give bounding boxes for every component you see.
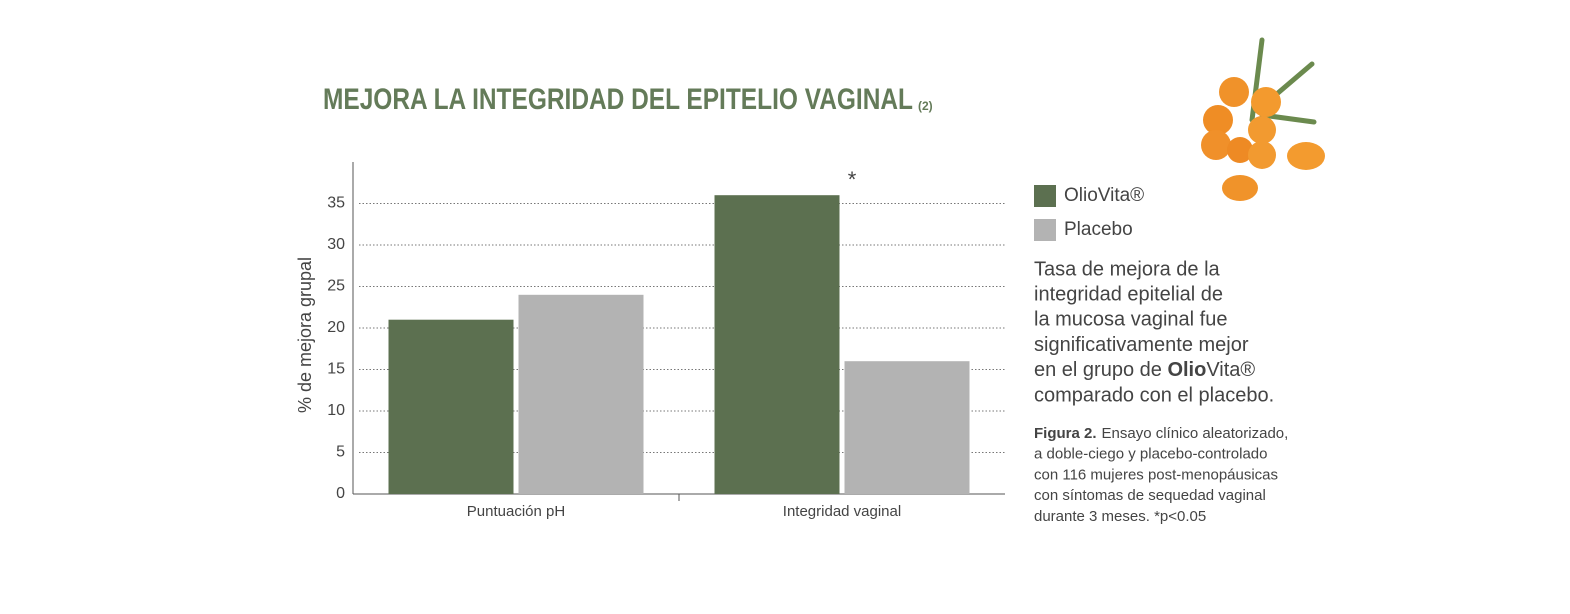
description-line: significativamente mejor (1034, 334, 1249, 356)
y-tick-label: 35 (327, 195, 345, 212)
y-tick-label: 25 (327, 278, 345, 295)
description-line: la mucosa vaginal fue (1034, 309, 1227, 331)
y-tick-label: 15 (327, 361, 345, 378)
description-line: integridad epitelial de (1034, 283, 1223, 305)
y-axis-label: % de mejora grupal (295, 257, 315, 413)
description-segment: Vita® (1206, 359, 1255, 381)
caption-line: a doble-ciego y placebo-controlado (1034, 446, 1268, 463)
description-line: comparado con el placebo. (1034, 384, 1274, 406)
y-tick-label: 20 (327, 319, 345, 336)
annotation: * (848, 167, 857, 192)
legend-label: Placebo (1064, 219, 1133, 240)
y-tick-label: 5 (336, 444, 345, 461)
y-tick-label: 30 (327, 236, 345, 253)
y-tick-label: 0 (336, 485, 345, 502)
caption-text: con síntomas de sequedad vaginal (1034, 487, 1266, 504)
legend-swatch (1034, 219, 1056, 241)
bar (388, 319, 514, 494)
caption-text: durante 3 meses. *p<0.05 (1034, 508, 1206, 525)
bar (844, 361, 970, 494)
legend-label: OlioVita® (1064, 185, 1144, 206)
caption-text: Ensayo clínico aleatorizado, (1102, 425, 1289, 442)
caption-text: a doble-ciego y placebo-controlado (1034, 446, 1268, 463)
x-tick-label: Integridad vaginal (783, 503, 901, 520)
caption-line: con síntomas de sequedad vaginal (1034, 487, 1266, 504)
caption-label: Figura 2. (1034, 425, 1097, 442)
caption-text: con 116 mujeres post-menopáusicas (1034, 466, 1278, 483)
caption-line: con 116 mujeres post-menopáusicas (1034, 466, 1278, 483)
caption-line: durante 3 meses. *p<0.05 (1034, 508, 1206, 525)
description-segment: Olio (1167, 359, 1206, 381)
chart-title: MEJORA LA INTEGRIDAD DEL EPITELIO VAGINA… (323, 83, 913, 116)
x-tick-label: Puntuación pH (467, 503, 565, 520)
legend-swatch (1034, 185, 1056, 207)
description-line: Tasa de mejora de la (1034, 258, 1221, 280)
caption-line: Figura 2. Ensayo clínico aleatorizado, (1034, 425, 1288, 442)
title-ref: (2) (918, 99, 933, 113)
bar (518, 294, 644, 494)
bar (714, 195, 840, 494)
y-tick-label: 10 (327, 402, 345, 419)
fruit-decoration (1201, 37, 1325, 201)
description-line: en el grupo de OlioVita® (1034, 359, 1255, 381)
description-segment: en el grupo de (1034, 359, 1167, 381)
